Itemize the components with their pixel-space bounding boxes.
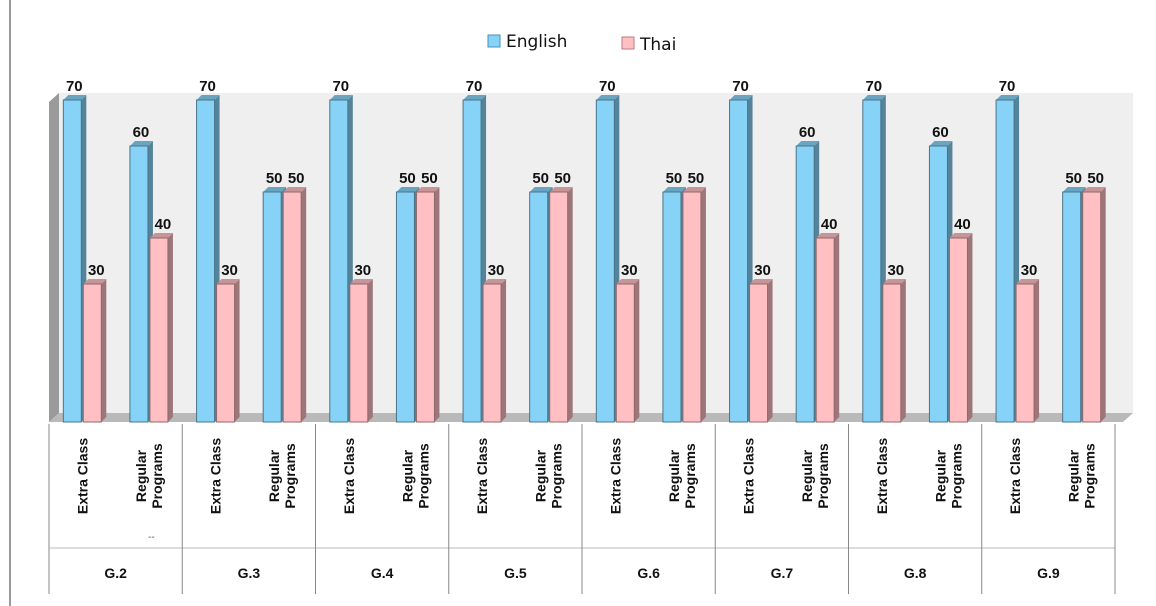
value-label-english-8: 70 <box>599 78 616 95</box>
legend-swatch-thai <box>622 37 634 49</box>
category-label-9: RegularPrograms <box>666 443 698 509</box>
value-label-thai-7: 50 <box>554 170 571 187</box>
category-label-0: Extra Class <box>74 438 90 514</box>
bar-thai-0 <box>83 279 106 422</box>
value-label-thai-15: 50 <box>1087 170 1104 187</box>
value-label-thai-4: 30 <box>354 262 371 279</box>
group-label-G.4: G.4 <box>371 565 394 581</box>
value-label-thai-14: 30 <box>1021 262 1038 279</box>
value-label-thai-6: 30 <box>488 262 505 279</box>
legend: English Thai <box>488 32 676 55</box>
value-label-english-0: 70 <box>66 78 83 95</box>
bar-thai-8 <box>616 279 639 422</box>
bar-thai-11 <box>816 233 839 422</box>
bar-thai-13 <box>949 233 972 422</box>
group-label-G.9: G.9 <box>1037 565 1060 581</box>
legend-label-english: English <box>506 32 567 52</box>
legend-label-thai: Thai <box>639 35 676 55</box>
value-label-thai-12: 30 <box>887 262 904 279</box>
value-label-thai-10: 30 <box>754 262 771 279</box>
footnote-mark: -- <box>148 532 155 543</box>
legend-swatch-english <box>488 35 500 47</box>
value-label-thai-2: 30 <box>221 262 238 279</box>
group-label-G.2: G.2 <box>104 565 127 581</box>
bar-thai-3 <box>283 187 306 422</box>
value-label-english-11: 60 <box>799 124 816 141</box>
value-label-thai-9: 50 <box>688 170 705 187</box>
group-label-G.7: G.7 <box>771 565 794 581</box>
category-label-8: Extra Class <box>607 438 623 514</box>
value-label-english-3: 50 <box>266 170 283 187</box>
category-label-13: RegularPrograms <box>932 443 964 509</box>
value-label-english-14: 70 <box>999 78 1016 95</box>
category-label-7: RegularPrograms <box>533 443 565 509</box>
bar-thai-7 <box>550 187 573 422</box>
value-label-english-9: 50 <box>666 170 683 187</box>
value-label-thai-8: 30 <box>621 262 638 279</box>
value-label-english-1: 60 <box>133 124 150 141</box>
value-label-english-15: 50 <box>1065 170 1082 187</box>
bar-thai-10 <box>750 279 773 422</box>
value-label-english-5: 50 <box>399 170 416 187</box>
value-label-english-13: 60 <box>932 124 949 141</box>
group-label-G.3: G.3 <box>238 565 261 581</box>
bar-thai-12 <box>883 279 906 422</box>
value-label-thai-13: 40 <box>954 216 971 233</box>
category-label-10: Extra Class <box>741 438 757 514</box>
value-label-thai-11: 40 <box>821 216 838 233</box>
category-label-2: Extra Class <box>208 438 224 514</box>
category-label-14: Extra Class <box>1007 438 1023 514</box>
group-label-G.8: G.8 <box>904 565 927 581</box>
category-labels-layer: Extra Class RegularPrograms Extra Class Reg… <box>74 438 1097 514</box>
group-label-G.5: G.5 <box>504 565 527 581</box>
value-label-thai-5: 50 <box>421 170 438 187</box>
bar-thai-14 <box>1016 279 1039 422</box>
value-label-english-10: 70 <box>732 78 749 95</box>
chart-left-wall <box>49 93 59 422</box>
category-label-12: Extra Class <box>874 438 890 514</box>
bar-thai-1 <box>150 233 173 422</box>
category-label-6: Extra Class <box>474 438 490 514</box>
category-label-4: Extra Class <box>341 438 357 514</box>
value-label-english-2: 70 <box>199 78 216 95</box>
bar-thai-6 <box>483 279 506 422</box>
category-label-3: RegularPrograms <box>266 443 298 509</box>
category-label-1: RegularPrograms <box>133 443 165 509</box>
category-label-5: RegularPrograms <box>399 443 431 509</box>
bar-thai-15 <box>1083 187 1106 422</box>
bar-thai-4 <box>350 279 373 422</box>
bar-thai-5 <box>416 187 439 422</box>
category-label-15: RegularPrograms <box>1066 443 1098 509</box>
bar-thai-9 <box>683 187 706 422</box>
bar-thai-2 <box>217 279 240 422</box>
value-label-english-7: 50 <box>532 170 549 187</box>
value-label-english-6: 70 <box>466 78 483 95</box>
category-label-11: RegularPrograms <box>799 443 831 509</box>
group-label-G.6: G.6 <box>637 565 660 581</box>
value-label-english-4: 70 <box>332 78 349 95</box>
value-label-thai-1: 40 <box>155 216 172 233</box>
value-label-english-12: 70 <box>865 78 882 95</box>
value-label-thai-3: 50 <box>288 170 305 187</box>
value-label-thai-0: 30 <box>88 262 105 279</box>
